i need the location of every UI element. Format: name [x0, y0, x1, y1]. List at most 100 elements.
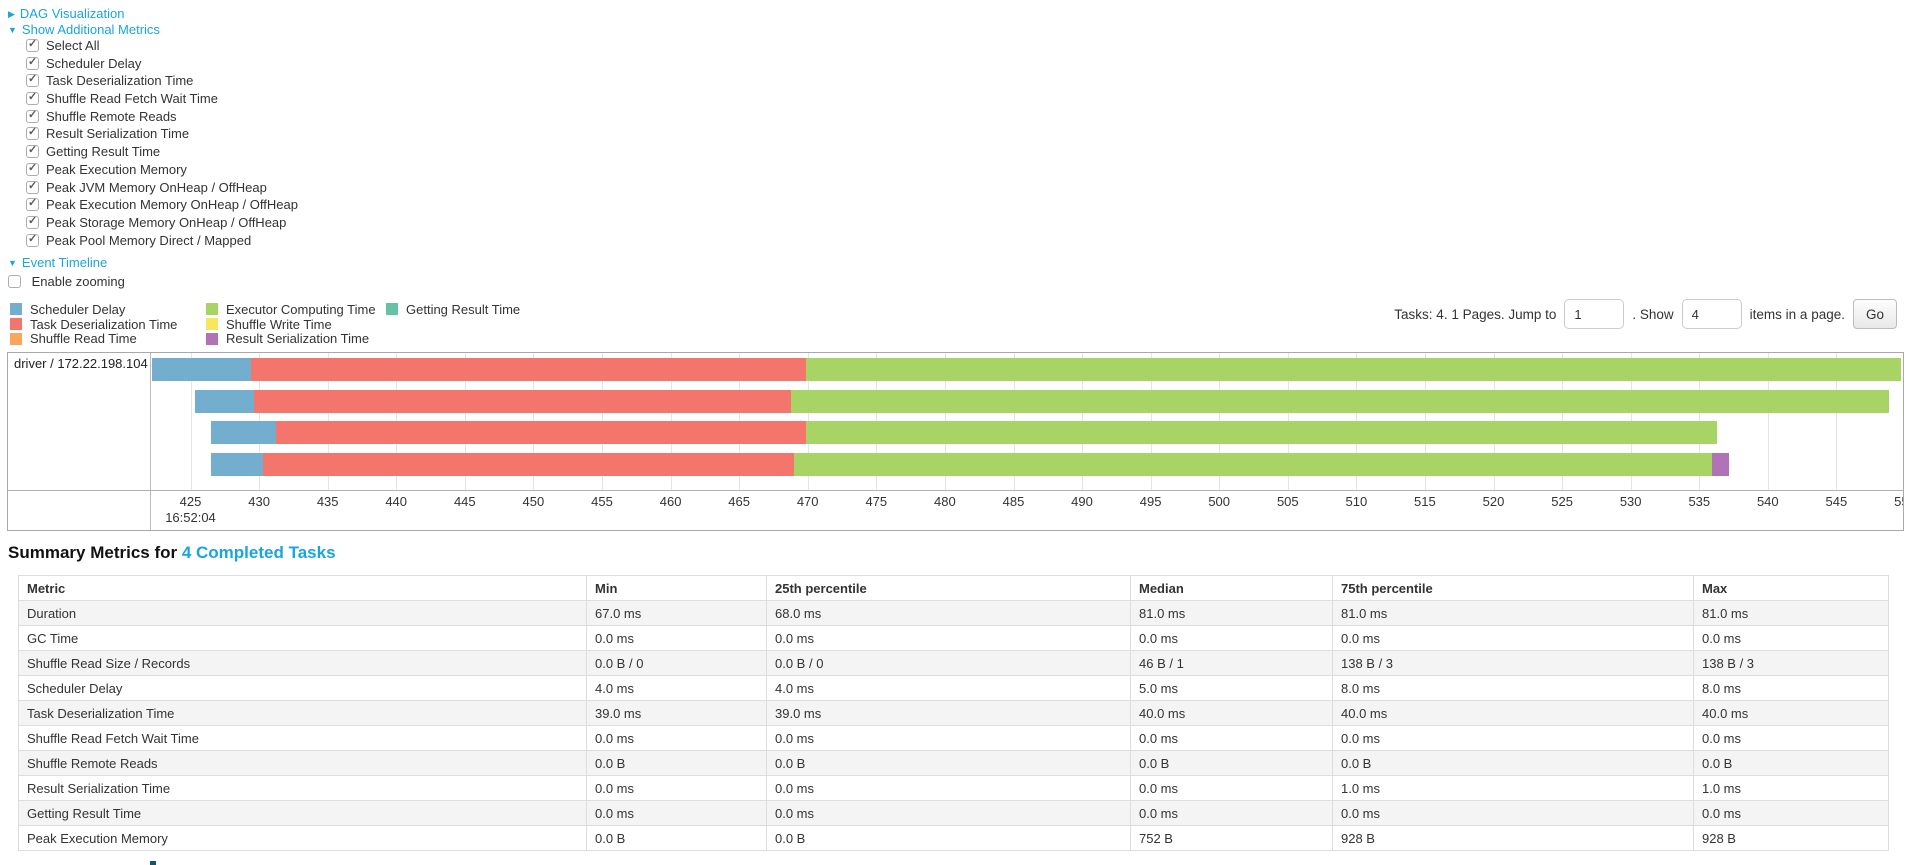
metric-checkbox-label: Peak Pool Memory Direct / Mapped — [46, 232, 252, 248]
bar-segment-executor-computing[interactable] — [791, 389, 1889, 413]
bar-segment-executor-computing[interactable] — [806, 421, 1717, 445]
legend-item: Task Deserialization Time — [10, 317, 206, 332]
metric-checkbox-getting-result-time[interactable] — [26, 143, 39, 159]
metric-value-cell: 928 B — [1693, 825, 1889, 851]
x-axis-tick-label: 425 — [179, 494, 202, 509]
table-row: Task Deserialization Time 39.0 ms 39.0 ms 4… — [18, 700, 1889, 726]
metric-checkbox-item: Shuffle Read Fetch Wait Time — [26, 90, 298, 108]
metric-checkbox-label: Task Deserialization Time — [46, 73, 194, 89]
metric-value-cell: 0.0 ms — [1130, 775, 1333, 801]
metric-checkbox-result-serialization-time[interactable] — [26, 125, 39, 141]
column-header-max[interactable]: Max — [1693, 575, 1889, 601]
metric-checkbox-label: Shuffle Remote Reads — [46, 108, 177, 124]
metric-checkbox-select-all[interactable] — [26, 37, 39, 52]
bar-segment-executor-computing[interactable] — [794, 452, 1712, 476]
bar-segment-task-deserialization[interactable] — [253, 389, 792, 413]
jump-to-page-input[interactable] — [1564, 299, 1625, 329]
bar-segment-scheduler-delay[interactable] — [194, 389, 254, 413]
legend-item-label: Result Serialization Time — [226, 331, 370, 347]
metric-checkbox-peak-execution-memory-onheap-offheap[interactable] — [26, 196, 39, 212]
column-header-metric[interactable]: Metric — [18, 575, 587, 601]
metric-value-cell: 46 B / 1 — [1130, 650, 1333, 676]
metric-name-cell: Result Serialization Time — [18, 775, 587, 801]
enable-zooming-row: Enable zooming — [8, 274, 125, 290]
metric-value-cell: 0.0 B — [1332, 750, 1694, 776]
metric-value-cell: 138 B / 3 — [1693, 650, 1889, 676]
metric-name-cell: Task Deserialization Time — [18, 700, 587, 726]
x-axis-tick-label: 430 — [248, 494, 270, 509]
table-row: Getting Result Time 0.0 ms 0.0 ms 0.0 ms 0.0… — [18, 800, 1889, 826]
expanded-arrow-icon: ▼ — [8, 258, 17, 268]
legend-item: Scheduler Delay — [10, 302, 206, 317]
bar-segment-scheduler-delay[interactable] — [211, 452, 264, 476]
bar-segment-result-serialization[interactable] — [1711, 452, 1730, 476]
metric-value-cell: 40.0 ms — [1693, 700, 1889, 726]
show-additional-metrics-toggle[interactable]: ▼ Show Additional Metrics — [8, 22, 160, 38]
bar-segment-task-deserialization[interactable] — [275, 421, 807, 445]
metric-checkbox-label: Peak Storage Memory OnHeap / OffHeap — [46, 214, 287, 230]
metric-checkbox-label: Result Serialization Time — [46, 126, 190, 142]
timeline-legend: Scheduler Delay Task Deserialization Time… — [10, 302, 520, 346]
legend-item-label: Shuffle Read Time — [30, 331, 137, 347]
metric-name-cell: GC Time — [18, 625, 587, 651]
table-row: Shuffle Remote Reads 0.0 B 0.0 B 0.0 B 0.0 B… — [18, 750, 1889, 776]
metric-value-cell: 4.0 ms — [586, 675, 767, 701]
x-axis-tick-label: 480 — [934, 494, 956, 509]
column-header-median[interactable]: Median — [1130, 575, 1333, 601]
metric-value-cell: 81.0 ms — [1130, 600, 1333, 626]
x-axis-tick-label: 520 — [1482, 494, 1505, 509]
metric-checkbox-label: Peak Execution Memory OnHeap / OffHeap — [46, 197, 298, 213]
x-axis-tick-label: 540 — [1756, 494, 1779, 509]
metric-value-cell: 0.0 ms — [766, 625, 1131, 651]
legend-swatch-icon — [10, 332, 22, 345]
bar-segment-scheduler-delay[interactable] — [152, 358, 251, 381]
metric-checkbox-peak-jvm-memory-onheap-offheap[interactable] — [26, 179, 39, 194]
table-row: Duration 67.0 ms 68.0 ms 81.0 ms 81.0 ms 81.0… — [18, 600, 1889, 626]
x-axis-tick-label: 500 — [1208, 494, 1231, 509]
show-additional-metrics-label: Show Additional Metrics — [21, 22, 160, 37]
metric-checkbox-peak-pool-memory-direct-mapped[interactable] — [26, 232, 39, 247]
completed-tasks-link[interactable]: 4 Completed Tasks — [181, 543, 336, 562]
enable-zooming-checkbox[interactable] — [8, 275, 21, 288]
column-header-75th-percentile[interactable]: 75th percentile — [1332, 575, 1694, 601]
metric-value-cell: 40.0 ms — [1130, 700, 1333, 726]
metric-checkbox-peak-storage-memory-onheap-offheap[interactable] — [26, 214, 39, 229]
items-per-page-input[interactable] — [1681, 299, 1742, 329]
metric-checkbox-shuffle-remote-reads[interactable] — [26, 108, 39, 123]
metric-checkbox-shuffle-read-fetch-wait-time[interactable] — [26, 90, 39, 106]
legend-swatch-icon — [206, 303, 218, 316]
legend-column: Executor Computing Time Shuffle Write Tim… — [206, 302, 386, 346]
metric-value-cell: 0.0 B — [586, 825, 767, 851]
bar-segment-scheduler-delay[interactable] — [211, 421, 276, 445]
legend-column: Getting Result Time — [386, 302, 520, 346]
gridline — [190, 353, 192, 490]
metric-value-cell: 752 B — [1130, 825, 1333, 851]
metric-checkbox-scheduler-delay[interactable] — [26, 55, 39, 70]
bar-segment-task-deserialization[interactable] — [250, 358, 807, 381]
legend-item: Shuffle Write Time — [206, 317, 386, 332]
metric-value-cell: 5.0 ms — [1130, 675, 1333, 701]
go-button[interactable]: Go — [1852, 299, 1897, 329]
task-pagination: Tasks: 4. 1 Pages. Jump to . Show items … — [1394, 297, 1897, 331]
column-header-25th-percentile[interactable]: 25th percentile — [766, 575, 1131, 601]
bar-segment-task-deserialization[interactable] — [263, 452, 794, 476]
metric-checkbox-item: Result Serialization Time — [26, 125, 298, 143]
dag-visualization-toggle[interactable]: ▶ DAG Visualization — [8, 6, 124, 22]
column-header-min[interactable]: Min — [586, 575, 767, 601]
x-axis-tick-label: 485 — [1002, 494, 1025, 509]
expanded-arrow-icon: ▼ — [8, 25, 17, 35]
metric-value-cell: 8.0 ms — [1332, 675, 1694, 701]
metric-checkbox-peak-execution-memory[interactable] — [26, 161, 39, 176]
gridline — [1836, 353, 1838, 490]
metric-checkbox-task-deserialization-time[interactable] — [26, 72, 39, 88]
bar-segment-executor-computing[interactable] — [806, 358, 1901, 381]
metric-checkbox-item: Getting Result Time — [26, 143, 298, 161]
executor-host-label: driver / 172.22.198.104 — [14, 356, 148, 371]
x-axis-tick-label: 490 — [1071, 494, 1093, 509]
event-timeline-toggle[interactable]: ▼ Event Timeline — [8, 255, 107, 271]
metric-checkbox-item: Task Deserialization Time — [26, 72, 298, 90]
x-axis-time-label: 16:52:04 — [165, 510, 216, 525]
legend-swatch-icon — [10, 303, 22, 316]
metric-checkbox-item: Peak Pool Memory Direct / Mapped — [26, 232, 298, 250]
